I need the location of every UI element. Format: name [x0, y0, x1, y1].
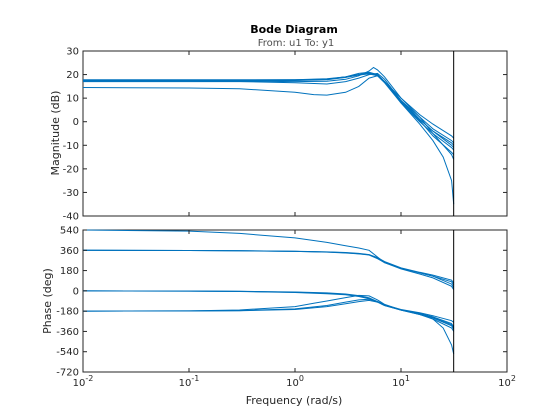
phase-ticks: 540 360 180 0 -180 -360 -540 -720	[56, 226, 508, 379]
magnitude-ytick-label: -30	[63, 188, 79, 199]
xtick-label: 101	[392, 374, 410, 389]
magnitude-ytick-label: 10	[66, 94, 79, 105]
magnitude-curves	[82, 51, 455, 216]
magnitude-axes	[82, 50, 508, 217]
magnitude-ytick-label: -40	[63, 212, 79, 223]
phase-ytick-label: 0	[73, 286, 79, 297]
magnitude-ytick-label: -10	[63, 141, 79, 152]
phase-ytick-label: -180	[56, 307, 79, 318]
phase-series-4	[82, 249, 455, 290]
phase-ytick-label: 360	[60, 246, 79, 257]
magnitude-series-5	[82, 75, 455, 148]
magnitude-panel: 30 20 10 0 -10 -20 -30 -40 Magnitude (dB)	[49, 47, 508, 223]
chart-title: Bode Diagram	[250, 23, 338, 36]
xtick-label: 10-1	[179, 374, 200, 389]
magnitude-series-3	[83, 72, 455, 144]
x-axis-label: Frequency (rad/s)	[246, 394, 343, 407]
phase-ytick-label: -540	[56, 347, 79, 358]
phase-series-8	[82, 294, 455, 332]
phase-axes	[82, 229, 508, 373]
phase-ytick-label: -360	[56, 327, 79, 338]
magnitude-ylabel: Magnitude (dB)	[49, 91, 62, 176]
x-tick-labels: 10-2 10-1 100 101 102	[73, 374, 516, 389]
xtick-label: 10-2	[73, 374, 94, 389]
magnitude-series-7	[83, 73, 455, 139]
chart-subtitle: From: u1 To: y1	[258, 38, 335, 49]
phase-panel: 540 360 180 0 -180 -360 -540 -720 Phase (deg)	[41, 226, 508, 379]
phase-curves	[82, 229, 455, 372]
xtick-label: 100	[286, 374, 304, 389]
phase-ytick-label: -720	[56, 368, 79, 379]
magnitude-ytick-label: 20	[66, 70, 79, 81]
magnitude-ytick-label: -20	[63, 164, 79, 175]
magnitude-ticks: 30 20 10 0 -10 -20 -30 -40	[63, 47, 508, 223]
phase-series-10	[82, 299, 455, 330]
magnitude-ytick-label: 30	[66, 47, 79, 58]
magnitude-ytick-label: 0	[73, 117, 79, 128]
xtick-label: 102	[498, 374, 516, 389]
phase-ytick-label: 540	[60, 226, 79, 237]
phase-ylabel: Phase (deg)	[41, 268, 54, 334]
phase-ytick-label: 180	[60, 266, 79, 277]
magnitude-series-8	[83, 72, 455, 156]
